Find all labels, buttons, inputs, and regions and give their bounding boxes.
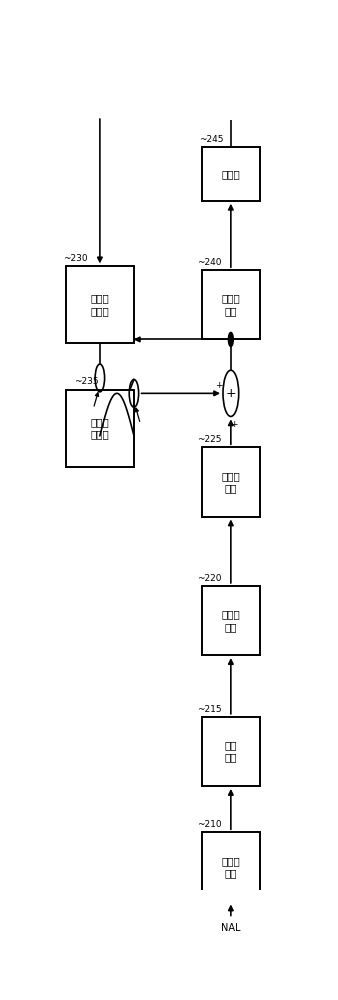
Text: +: +: [215, 381, 223, 390]
FancyBboxPatch shape: [202, 270, 260, 339]
Text: ~240: ~240: [197, 258, 221, 267]
Text: 幀間預
測單元: 幀間預 測單元: [91, 294, 109, 316]
Text: ~210: ~210: [197, 820, 221, 829]
Text: +: +: [230, 420, 237, 429]
FancyBboxPatch shape: [202, 447, 260, 517]
Text: 逆量化
單元: 逆量化 單元: [221, 609, 240, 632]
FancyBboxPatch shape: [66, 390, 134, 467]
Text: 存儲器: 存儲器: [221, 169, 240, 179]
Text: 重排
單元: 重排 單元: [225, 740, 237, 763]
Text: ~230: ~230: [63, 254, 88, 263]
Text: ~235: ~235: [74, 377, 98, 386]
FancyBboxPatch shape: [66, 266, 134, 343]
FancyBboxPatch shape: [202, 717, 260, 786]
Text: NAL: NAL: [221, 923, 241, 933]
Text: ~225: ~225: [197, 435, 221, 444]
FancyBboxPatch shape: [202, 147, 260, 201]
Text: ~220: ~220: [197, 574, 221, 583]
Text: ~245: ~245: [199, 135, 224, 144]
Text: ~215: ~215: [197, 705, 221, 714]
Text: 幀內預
測單元: 幀內預 測單元: [91, 417, 109, 439]
Text: +: +: [225, 387, 236, 400]
FancyBboxPatch shape: [202, 832, 260, 902]
Text: 熵解碼
單元: 熵解碼 單元: [221, 856, 240, 878]
FancyBboxPatch shape: [202, 586, 260, 655]
Text: 逆變換
單元: 逆變換 單元: [221, 471, 240, 493]
Text: 濾波器
單元: 濾波器 單元: [221, 294, 240, 316]
Circle shape: [228, 333, 233, 346]
